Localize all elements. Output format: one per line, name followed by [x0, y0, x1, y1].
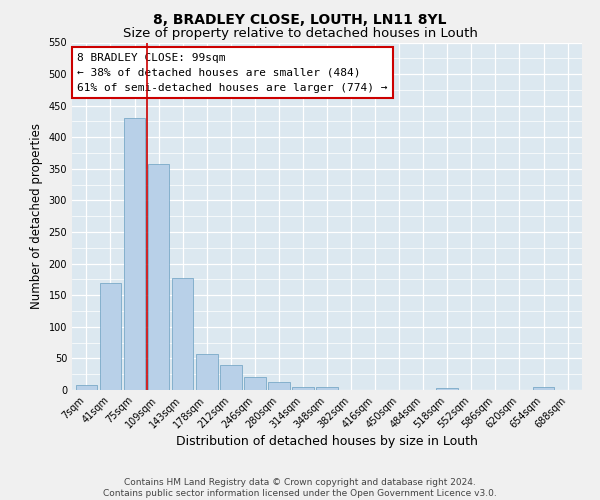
Bar	[533, 388, 554, 390]
X-axis label: Distribution of detached houses by size in Louth: Distribution of detached houses by size …	[176, 436, 478, 448]
Bar	[100, 282, 121, 390]
Bar	[172, 278, 193, 390]
Bar	[124, 118, 145, 390]
Bar	[196, 354, 218, 390]
Bar	[76, 385, 97, 390]
Bar	[220, 364, 242, 390]
Bar	[436, 388, 458, 390]
Bar	[292, 387, 314, 390]
Bar	[148, 164, 169, 390]
Text: Contains HM Land Registry data © Crown copyright and database right 2024.
Contai: Contains HM Land Registry data © Crown c…	[103, 478, 497, 498]
Text: 8, BRADLEY CLOSE, LOUTH, LN11 8YL: 8, BRADLEY CLOSE, LOUTH, LN11 8YL	[153, 12, 447, 26]
Y-axis label: Number of detached properties: Number of detached properties	[30, 123, 43, 309]
Bar	[316, 387, 338, 390]
Bar	[268, 382, 290, 390]
Bar	[244, 376, 266, 390]
Text: Size of property relative to detached houses in Louth: Size of property relative to detached ho…	[122, 28, 478, 40]
Text: 8 BRADLEY CLOSE: 99sqm
← 38% of detached houses are smaller (484)
61% of semi-de: 8 BRADLEY CLOSE: 99sqm ← 38% of detached…	[77, 53, 388, 92]
